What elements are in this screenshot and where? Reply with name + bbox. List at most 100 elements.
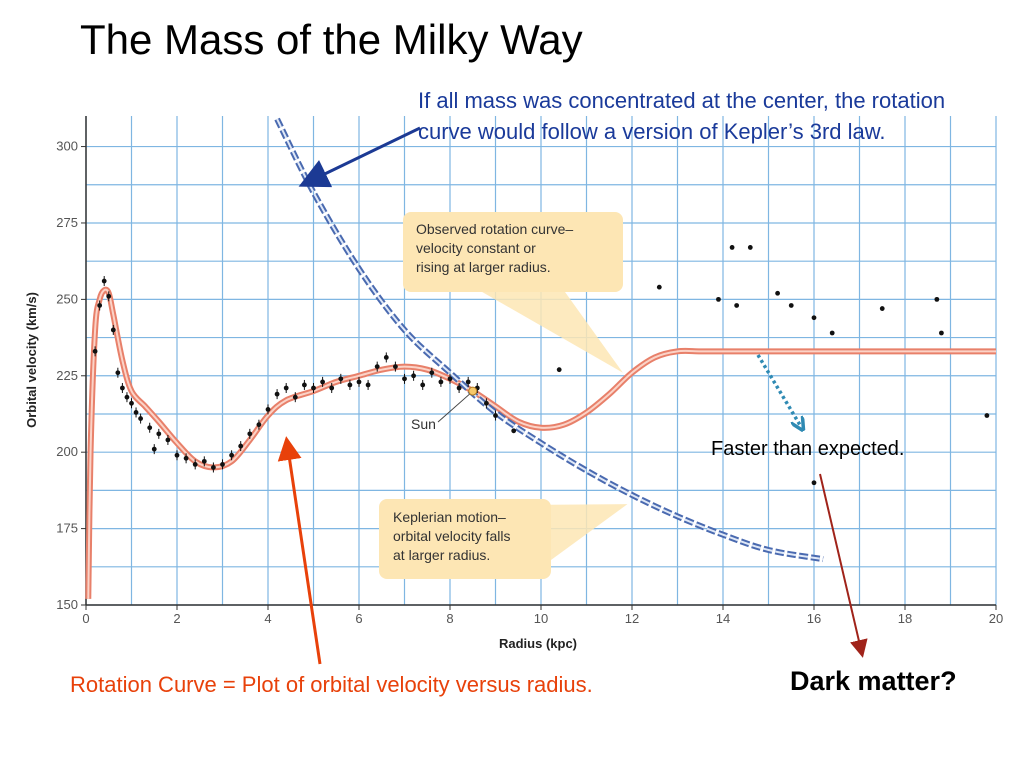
data-point bbox=[238, 443, 244, 449]
kepler-callout-box bbox=[379, 499, 551, 579]
data-point bbox=[484, 400, 489, 406]
slide-title: The Mass of the Milky Way bbox=[80, 16, 583, 63]
faster-dotted-arrow bbox=[756, 354, 800, 425]
data-point bbox=[320, 379, 325, 385]
y-tick-label: 250 bbox=[56, 291, 78, 306]
sun-leader-line bbox=[437, 392, 472, 423]
observed-callout-line-3: rising at larger radius. bbox=[416, 259, 551, 275]
data-point bbox=[329, 385, 335, 391]
x-tick-label: 14 bbox=[716, 611, 730, 626]
kepler-note: If all mass was concentrated at the cent… bbox=[418, 88, 946, 144]
data-point bbox=[110, 327, 116, 333]
x-tick-label: 18 bbox=[898, 611, 912, 626]
data-point bbox=[256, 422, 262, 428]
data-point bbox=[556, 367, 562, 373]
data-point bbox=[829, 330, 835, 336]
data-point bbox=[788, 303, 794, 308]
x-tick-label: 8 bbox=[446, 611, 453, 626]
x-tick-label: 0 bbox=[82, 611, 89, 626]
data-point bbox=[420, 382, 426, 388]
faster-note: Faster than expected. bbox=[711, 438, 905, 460]
dark-matter-note: Dark matter? bbox=[790, 666, 957, 696]
x-tick-label: 4 bbox=[264, 611, 271, 626]
data-point bbox=[493, 413, 498, 418]
data-point bbox=[429, 370, 435, 376]
data-point bbox=[716, 296, 721, 302]
data-point bbox=[192, 462, 198, 467]
data-point bbox=[247, 431, 253, 437]
chart-scatter-points bbox=[92, 245, 990, 486]
data-point bbox=[879, 306, 885, 311]
kepler-callout-line-1: Keplerian motion– bbox=[393, 509, 506, 525]
observed-callout-line-2: velocity constant or bbox=[416, 240, 536, 256]
data-point bbox=[183, 455, 189, 461]
rotation-note-arrow bbox=[277, 436, 322, 665]
data-point bbox=[356, 379, 362, 385]
data-point bbox=[165, 437, 171, 443]
observed-callout-pointer bbox=[470, 285, 623, 373]
data-point bbox=[201, 458, 207, 464]
data-point bbox=[115, 370, 121, 376]
data-point bbox=[302, 382, 307, 388]
data-point bbox=[292, 394, 298, 400]
rotation-curve-note: Rotation Curve = Plot of orbital velocit… bbox=[70, 672, 593, 697]
kepler-callout-line-3: at larger radius. bbox=[393, 547, 490, 563]
chart-axes bbox=[81, 116, 997, 610]
y-tick-label: 225 bbox=[56, 368, 78, 383]
data-point bbox=[456, 385, 462, 391]
data-point bbox=[365, 382, 371, 388]
data-point bbox=[151, 446, 157, 452]
kepler-note-arrow bbox=[298, 126, 421, 188]
data-point bbox=[129, 400, 134, 406]
data-point bbox=[811, 315, 817, 321]
dark-matter-arrow bbox=[819, 473, 868, 658]
sun-label: Sun bbox=[411, 416, 436, 432]
sun-marker bbox=[468, 386, 478, 396]
x-axis-label: Radius (kpc) bbox=[499, 636, 577, 651]
observed-callout-line-1: Observed rotation curve– bbox=[416, 221, 573, 237]
x-tick-label: 12 bbox=[625, 611, 639, 626]
x-tick-label: 20 bbox=[989, 611, 1003, 626]
data-point bbox=[124, 394, 130, 400]
data-point bbox=[656, 284, 662, 290]
y-tick-label: 275 bbox=[56, 215, 78, 230]
data-point bbox=[133, 410, 139, 415]
x-tick-label: 2 bbox=[173, 611, 180, 626]
y-tick-label: 150 bbox=[56, 597, 78, 612]
sun-marker-group: Sun bbox=[411, 386, 478, 432]
observed-rotation-curve-inner bbox=[87, 288, 996, 599]
data-point bbox=[939, 330, 944, 336]
data-point bbox=[347, 382, 353, 388]
data-point bbox=[211, 465, 216, 470]
y-tick-label: 175 bbox=[56, 521, 78, 536]
data-point bbox=[106, 293, 112, 299]
x-tick-label: 16 bbox=[807, 611, 821, 626]
data-point bbox=[775, 290, 780, 296]
data-point bbox=[97, 303, 103, 308]
data-point bbox=[101, 278, 107, 284]
data-point bbox=[265, 407, 271, 412]
data-point bbox=[374, 364, 380, 370]
kepler-callout-line-2: orbital velocity falls bbox=[393, 528, 511, 544]
x-tick-label: 10 bbox=[534, 611, 548, 626]
data-point bbox=[438, 379, 444, 385]
data-point bbox=[747, 245, 753, 250]
keplerian-curve-inner bbox=[276, 118, 824, 561]
data-point bbox=[92, 348, 98, 354]
y-tick-label: 300 bbox=[56, 139, 78, 154]
data-point bbox=[138, 416, 144, 421]
data-point bbox=[734, 303, 740, 308]
data-point bbox=[934, 296, 940, 302]
data-point bbox=[393, 364, 398, 370]
data-point bbox=[383, 355, 389, 360]
data-point bbox=[274, 391, 280, 397]
data-point bbox=[465, 379, 471, 385]
x-tick-label: 6 bbox=[355, 611, 362, 626]
callouts: Observed rotation curve– velocity consta… bbox=[379, 212, 628, 579]
chart-tick-labels: 0 2 4 6 8 10 12 14 16 18 20 150 175 200 225 250 275 300 bbox=[56, 139, 1003, 626]
data-point bbox=[447, 376, 453, 382]
data-point bbox=[729, 245, 735, 250]
y-tick-label: 200 bbox=[56, 444, 78, 459]
data-point bbox=[338, 376, 344, 382]
